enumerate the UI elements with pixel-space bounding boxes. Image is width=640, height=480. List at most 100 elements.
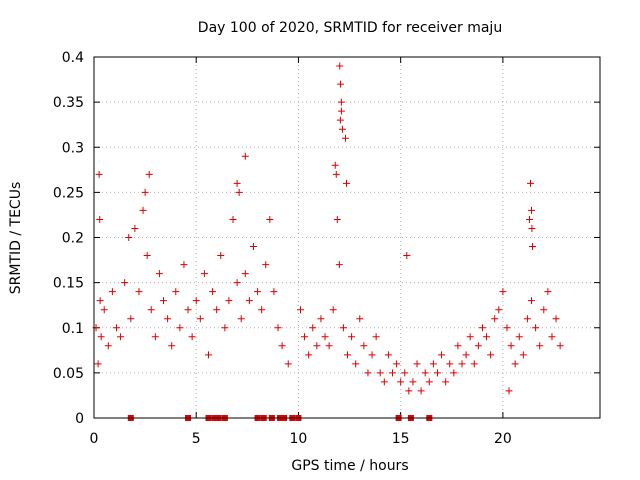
data-point [487, 351, 495, 359]
data-point [529, 243, 537, 251]
data-point [528, 206, 536, 214]
data-point [511, 360, 519, 368]
data-point [100, 306, 108, 314]
data-point [331, 161, 339, 169]
x-tick-label: 15 [392, 431, 410, 447]
data-point [274, 324, 282, 332]
data-point [184, 306, 192, 314]
data-point [278, 342, 286, 350]
data-point [505, 387, 513, 395]
data-point [164, 315, 172, 323]
data-point [507, 342, 515, 350]
data-point [321, 333, 329, 341]
data-point [117, 333, 125, 341]
data-point [94, 360, 102, 368]
data-point [221, 324, 229, 332]
chart-title: Day 100 of 2020, SRMTID for receiver maj… [198, 20, 502, 36]
data-point [380, 378, 388, 386]
data-point [342, 179, 350, 187]
data-point [526, 179, 534, 187]
data-point [97, 333, 105, 341]
data-point [176, 324, 184, 332]
data-point [336, 116, 344, 124]
data-point [450, 369, 458, 377]
data-point [336, 62, 344, 70]
data-point [168, 342, 176, 350]
data-point [108, 288, 116, 296]
y-tick-label: 0 [75, 411, 84, 427]
data-point [499, 288, 507, 296]
data-point [337, 80, 345, 88]
data-point [204, 351, 212, 359]
data-point [332, 170, 340, 178]
y-tick-label: 0.4 [62, 50, 84, 66]
data-point [96, 297, 104, 305]
data-point [421, 369, 429, 377]
data-point [254, 288, 262, 296]
data-point [536, 342, 544, 350]
data-point [233, 179, 241, 187]
data-point [95, 170, 103, 178]
data-point [121, 279, 129, 287]
x-tick-label: 0 [90, 431, 99, 447]
data-point [196, 315, 204, 323]
data-point [405, 387, 413, 395]
data-point [200, 270, 208, 278]
data-point [425, 378, 433, 386]
data-point [417, 387, 425, 395]
data-point [104, 342, 112, 350]
data-point [266, 215, 274, 223]
data-point [360, 342, 368, 350]
data-point [241, 152, 249, 160]
y-tick-label: 0.35 [53, 95, 84, 111]
x-tick-label: 10 [290, 431, 308, 447]
data-point [433, 369, 441, 377]
x-tick-label: 20 [494, 431, 512, 447]
data-point [160, 297, 168, 305]
data-point [127, 315, 135, 323]
data-point [262, 261, 270, 269]
data-point [393, 360, 401, 368]
y-tick-label: 0.25 [53, 185, 84, 201]
x-axis-label: GPS time / hours [291, 458, 408, 474]
data-point [313, 342, 321, 350]
data-point [270, 288, 278, 296]
data-point [96, 215, 104, 223]
x-tick-label: 5 [192, 431, 201, 447]
data-point [172, 288, 180, 296]
data-point [413, 360, 421, 368]
data-point [335, 261, 343, 269]
data-point [495, 306, 503, 314]
data-point [188, 333, 196, 341]
data-point [368, 351, 376, 359]
data-point [540, 306, 548, 314]
data-point [442, 378, 450, 386]
data-point [532, 324, 540, 332]
data-point [209, 288, 217, 296]
data-point [180, 261, 188, 269]
data-point [301, 333, 309, 341]
data-point [438, 351, 446, 359]
data-point [397, 378, 405, 386]
data-point [552, 315, 560, 323]
data-point [525, 215, 533, 223]
data-point [235, 188, 243, 196]
y-tick-label: 0.05 [53, 366, 84, 382]
data-point [131, 224, 139, 232]
data-point [348, 333, 356, 341]
data-point [229, 215, 237, 223]
data-point [503, 324, 511, 332]
data-point [528, 224, 536, 232]
data-point [388, 369, 396, 377]
data-point [135, 288, 143, 296]
data-point [403, 252, 411, 260]
y-tick-label: 0.15 [53, 276, 84, 292]
data-point [233, 279, 241, 287]
data-point [296, 306, 304, 314]
data-point [352, 360, 360, 368]
data-point [112, 324, 120, 332]
data-point [454, 342, 462, 350]
data-point [241, 270, 249, 278]
data-point [225, 297, 233, 305]
